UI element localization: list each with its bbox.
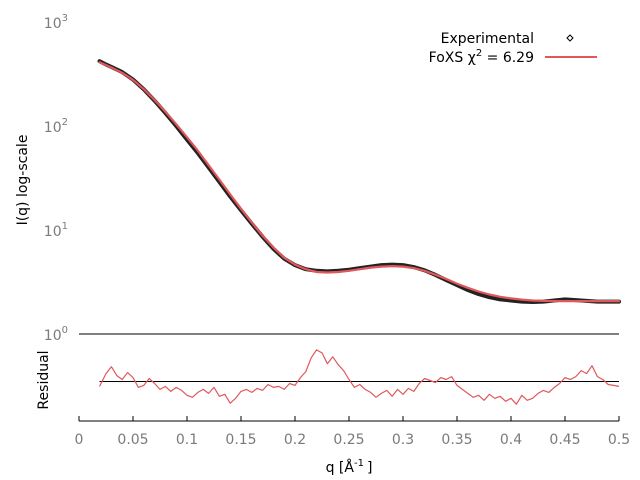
x-axis-title-tail: ] bbox=[367, 460, 372, 476]
legend: Experimental FoXS χ2 = 6.29 bbox=[429, 31, 597, 66]
legend-label-experimental: Experimental bbox=[441, 31, 534, 47]
series-foxs-fit bbox=[98, 61, 621, 303]
main-y-ticks: 100 101 102 103 bbox=[44, 13, 68, 344]
residual-series-group bbox=[98, 349, 620, 405]
x-tick-label-2: 0.1 bbox=[176, 432, 198, 448]
x-axis-title: q [Å-1] bbox=[326, 458, 373, 476]
main-panel: 100 101 102 103 I(q) log-scale Experimental… bbox=[15, 13, 621, 344]
x-tick-label-1: 0.05 bbox=[117, 432, 148, 448]
residual-panel: 0 0.05 0.1 0.15 0.2 0.25 0.3 0.35 0.4 0.45 0.5 Res… bbox=[36, 349, 630, 476]
y-tick-label-1: 101 bbox=[44, 221, 68, 240]
series-experimental bbox=[97, 59, 621, 304]
x-tick-label-6: 0.3 bbox=[392, 432, 414, 448]
x-axis-title-sup: -1 bbox=[354, 458, 364, 469]
y-tick-label-3: 103 bbox=[44, 13, 68, 32]
x-tick-label-8: 0.4 bbox=[500, 432, 522, 448]
legend-label-foxs: FoXS χ2 = 6.29 bbox=[429, 48, 534, 66]
legend-foxs-label-value: = 6.29 bbox=[482, 50, 534, 66]
y-tick-label-2: 102 bbox=[44, 117, 68, 136]
x-tick-label-0: 0 bbox=[75, 432, 84, 448]
x-tick-label-3: 0.15 bbox=[225, 432, 256, 448]
series-residual bbox=[98, 349, 620, 405]
legend-marker-experimental bbox=[566, 34, 574, 42]
x-tick-label-10: 0.5 bbox=[608, 432, 630, 448]
x-tick-label-5: 0.25 bbox=[333, 432, 364, 448]
x-tick-label-7: 0.35 bbox=[441, 432, 472, 448]
residual-y-axis-title: Residual bbox=[36, 350, 52, 409]
main-y-axis-title: I(q) log-scale bbox=[15, 135, 31, 226]
x-ticks: 0 0.05 0.1 0.15 0.2 0.25 0.3 0.35 0.4 0.45 0.5 bbox=[75, 416, 630, 448]
legend-foxs-label-sup: 2 bbox=[476, 48, 482, 59]
x-tick-label-4: 0.2 bbox=[284, 432, 306, 448]
main-series-group bbox=[97, 59, 621, 304]
legend-foxs-label-text: FoXS χ bbox=[429, 50, 476, 66]
x-axis-title-text: q [Å bbox=[326, 459, 355, 476]
y-tick-label-0: 100 bbox=[44, 325, 68, 344]
x-tick-label-9: 0.45 bbox=[549, 432, 580, 448]
